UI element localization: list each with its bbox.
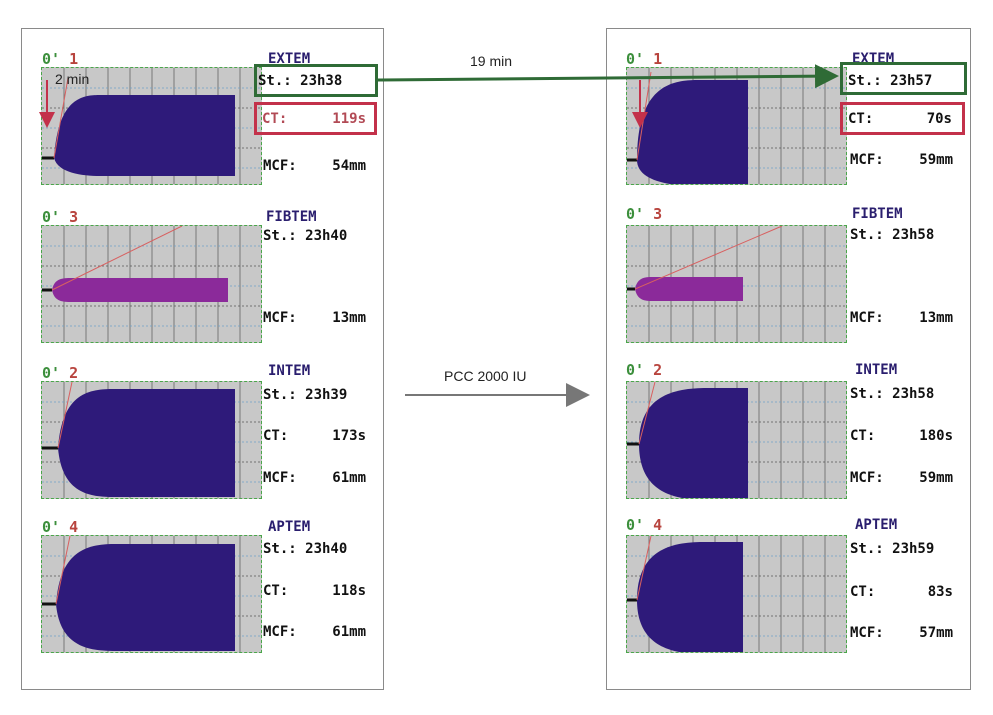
channel-number: 4 (69, 518, 79, 536)
aptem-trace (626, 535, 847, 653)
start-time-highlight-before (254, 64, 378, 97)
extem-curve (42, 68, 261, 184)
fibtem-trace (626, 225, 847, 343)
max-clot-firmness: MCF: 59mm (850, 152, 953, 168)
intem-trace (626, 381, 847, 499)
max-clot-firmness: MCF: 13mm (850, 310, 953, 326)
extem-trace (41, 67, 262, 185)
test-name-fibtem: FIBTEM (266, 209, 317, 225)
trace-header: 0' 1 (42, 50, 79, 68)
channel-number: 3 (653, 205, 663, 223)
max-clot-firmness: MCF: 61mm (263, 624, 366, 640)
channel-number: 4 (653, 516, 663, 534)
ct-highlight-after (840, 102, 965, 135)
max-clot-firmness: MCF: 59mm (850, 470, 953, 486)
max-clot-firmness: MCF: 13mm (263, 310, 366, 326)
max-clot-firmness: MCF: 61mm (263, 470, 366, 486)
extem-curve (627, 68, 846, 184)
clotting-time: CT: 119s (262, 111, 366, 127)
start-time: St.: 23h38 (258, 73, 343, 89)
trace-header: 0' 3 (42, 208, 79, 226)
intem-trace (41, 381, 262, 499)
trace-header: 0' 4 (626, 516, 663, 534)
test-name-intem: INTEM (268, 363, 311, 379)
test-name-intem: INTEM (855, 362, 898, 378)
test-name-extem: EXTEM (268, 51, 311, 67)
aptem-curve (627, 536, 846, 652)
channel-number: 3 (69, 208, 79, 226)
extem-trace (626, 67, 847, 185)
intem-curve (627, 382, 846, 498)
fibtem-curve (42, 226, 261, 342)
start-time: St.: 23h59 (850, 541, 935, 557)
trace-header: 0' 1 (626, 50, 663, 68)
ct-highlight-before (254, 102, 377, 135)
channel-number: 1 (653, 50, 663, 68)
start-time: St.: 23h40 (263, 228, 348, 244)
clotting-time: CT: 70s (848, 111, 952, 127)
trace-header: 0' 2 (626, 361, 663, 379)
start-time: St.: 23h57 (848, 73, 933, 89)
clotting-time: CT: 118s (263, 583, 366, 599)
channel-number: 2 (69, 364, 79, 382)
aptem-curve (42, 536, 261, 652)
start-time-highlight-after (840, 62, 967, 95)
start-time: St.: 23h40 (263, 541, 348, 557)
clotting-time: CT: 180s (850, 428, 953, 444)
test-name-aptem: APTEM (268, 519, 311, 535)
rotem-panel-before: 0' 1 EXTEM St.: 23h38 CT: 119s MCF: 54mm… (21, 28, 384, 690)
channel-number: 1 (69, 50, 79, 68)
max-clot-firmness: MCF: 57mm (850, 625, 953, 641)
aptem-trace (41, 535, 262, 653)
clotting-time: CT: 83s (850, 584, 953, 600)
start-time: St.: 23h58 (850, 386, 935, 402)
max-clot-firmness: MCF: 54mm (263, 158, 366, 174)
treatment-label: PCC 2000 IU (444, 368, 527, 384)
trace-header: 0' 4 (42, 518, 79, 536)
intem-curve (42, 382, 261, 498)
delay-label: 2 min (55, 71, 90, 87)
trace-header: 0' 3 (626, 205, 663, 223)
trace-header: 0' 2 (42, 364, 79, 382)
fibtem-trace (41, 225, 262, 343)
channel-number: 2 (653, 361, 663, 379)
test-name-aptem: APTEM (855, 517, 898, 533)
clotting-time: CT: 173s (263, 428, 366, 444)
fibtem-curve (627, 226, 846, 342)
start-time: St.: 23h58 (850, 227, 935, 243)
start-time: St.: 23h39 (263, 387, 348, 403)
rotem-panel-after: 0' 1 EXTEM St.: 23h57 CT: 70s MCF: 59mm … (606, 28, 971, 690)
interval-label: 19 min (470, 53, 513, 69)
test-name-fibtem: FIBTEM (852, 206, 903, 222)
